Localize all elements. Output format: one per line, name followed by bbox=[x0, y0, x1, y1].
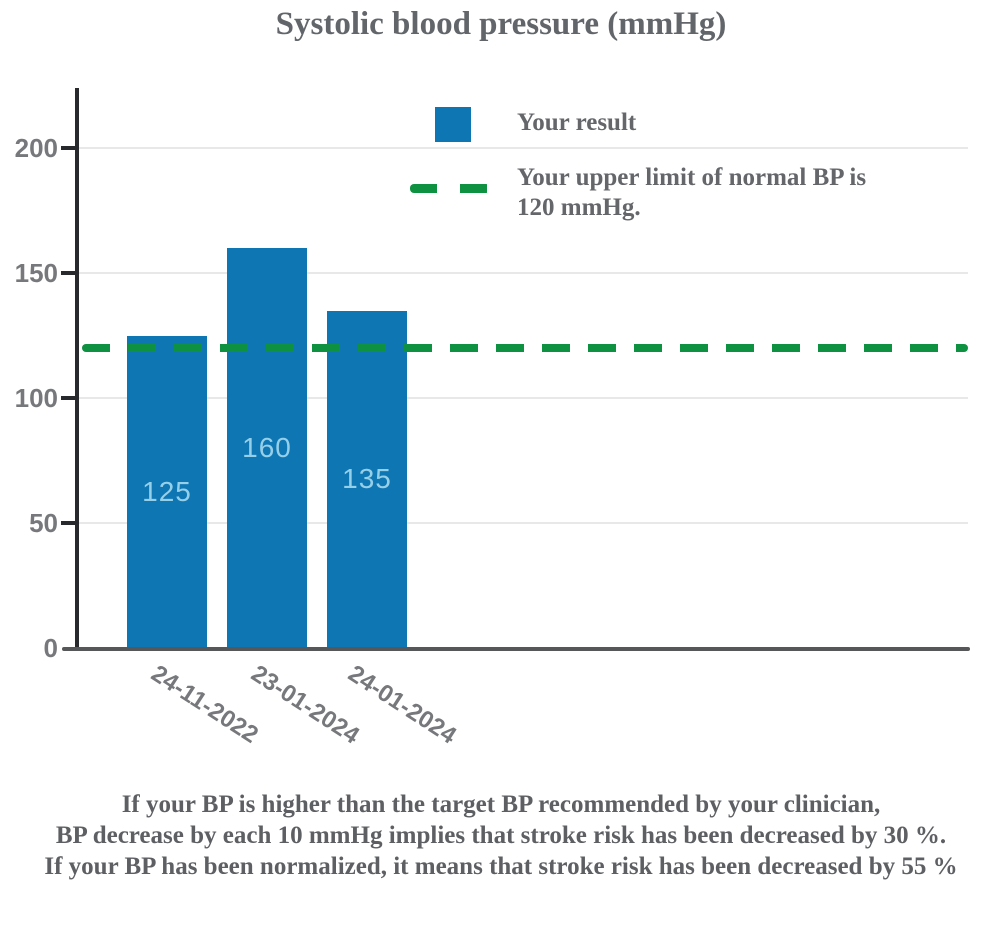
gridline-50 bbox=[79, 522, 968, 524]
x-axis-line bbox=[62, 647, 970, 651]
y-tick-mark bbox=[61, 521, 77, 525]
legend-result-swatch bbox=[435, 107, 471, 142]
x-tick-label-1: 24-11-2022 bbox=[146, 660, 263, 749]
bar-23-01-2024: 160 bbox=[227, 248, 307, 648]
y-axis-spine bbox=[75, 88, 79, 651]
y-tick-label-200: 200 bbox=[14, 133, 58, 163]
y-tick-label-100: 100 bbox=[14, 383, 58, 413]
chart-title: Systolic blood pressure (mmHg) bbox=[275, 6, 727, 42]
y-tick-label-150: 150 bbox=[14, 258, 58, 288]
gridline-200 bbox=[79, 147, 968, 149]
gridline-150 bbox=[79, 272, 968, 274]
y-tick-mark bbox=[61, 396, 77, 400]
bar-value-label: 160 bbox=[242, 432, 292, 463]
x-tick-label-3: 24-01-2024 bbox=[343, 660, 461, 750]
y-tick-label-50: 50 bbox=[29, 508, 58, 538]
footer-line-3: If your BP has been normalized, it means… bbox=[44, 853, 958, 880]
gridline-100 bbox=[79, 397, 968, 399]
legend-upper-limit-dash-icon bbox=[410, 184, 490, 193]
y-tick-mark bbox=[61, 271, 77, 275]
y-tick-label-0: 0 bbox=[43, 633, 58, 663]
legend-upper-limit-label: Your upper limit of normal BP is 120 mmH… bbox=[517, 164, 867, 221]
legend-result-label: Your result bbox=[517, 109, 637, 136]
y-tick-mark bbox=[61, 146, 77, 150]
footer-note: If your BP is higher than the target BP … bbox=[0, 789, 1002, 882]
bar-24-01-2024: 135 bbox=[327, 310, 407, 648]
footer-line-2: BP decrease by each 10 mmHg implies that… bbox=[55, 822, 947, 849]
bar-value-label: 125 bbox=[142, 475, 192, 507]
footer-line-1: If your BP is higher than the target BP … bbox=[121, 791, 881, 818]
bar-value-label: 135 bbox=[342, 463, 392, 495]
x-tick-label-2: 23-01-2024 bbox=[246, 660, 364, 750]
upper-limit-line bbox=[82, 344, 968, 352]
bar-24-11-2022: 125 bbox=[127, 335, 207, 648]
